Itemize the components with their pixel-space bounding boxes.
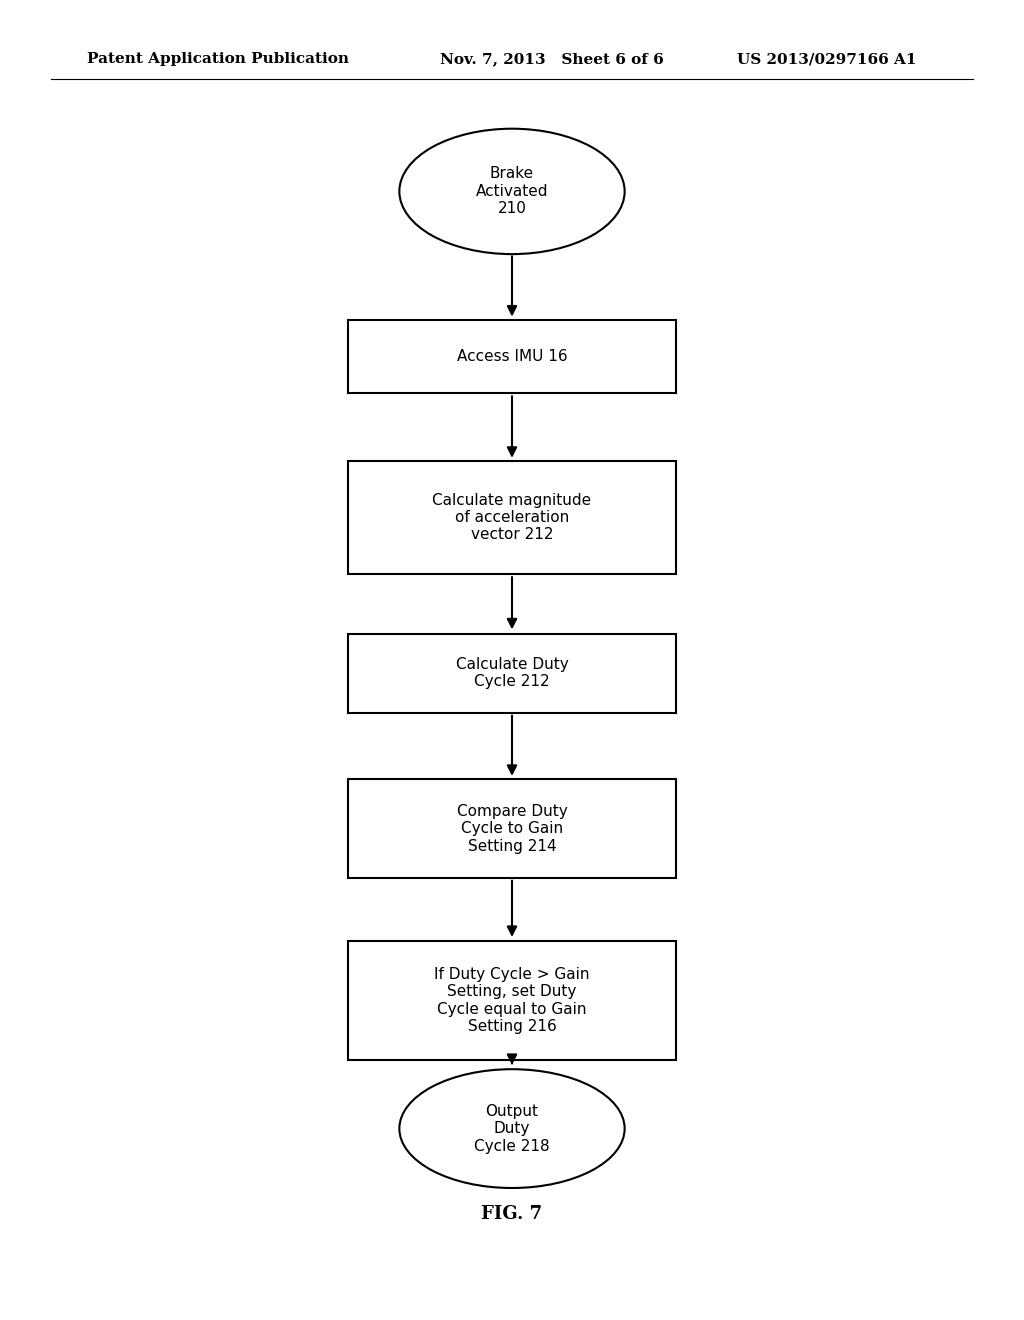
Text: Access IMU 16: Access IMU 16	[457, 348, 567, 364]
Text: Patent Application Publication: Patent Application Publication	[87, 53, 349, 66]
Text: If Duty Cycle > Gain
Setting, set Duty
Cycle equal to Gain
Setting 216: If Duty Cycle > Gain Setting, set Duty C…	[434, 968, 590, 1034]
Text: Compare Duty
Cycle to Gain
Setting 214: Compare Duty Cycle to Gain Setting 214	[457, 804, 567, 854]
Text: US 2013/0297166 A1: US 2013/0297166 A1	[737, 53, 916, 66]
Text: Nov. 7, 2013   Sheet 6 of 6: Nov. 7, 2013 Sheet 6 of 6	[440, 53, 665, 66]
Text: Calculate Duty
Cycle 212: Calculate Duty Cycle 212	[456, 657, 568, 689]
Text: Output
Duty
Cycle 218: Output Duty Cycle 218	[474, 1104, 550, 1154]
Text: FIG. 7: FIG. 7	[481, 1205, 543, 1224]
Text: Brake
Activated
210: Brake Activated 210	[476, 166, 548, 216]
Text: Calculate magnitude
of acceleration
vector 212: Calculate magnitude of acceleration vect…	[432, 492, 592, 543]
